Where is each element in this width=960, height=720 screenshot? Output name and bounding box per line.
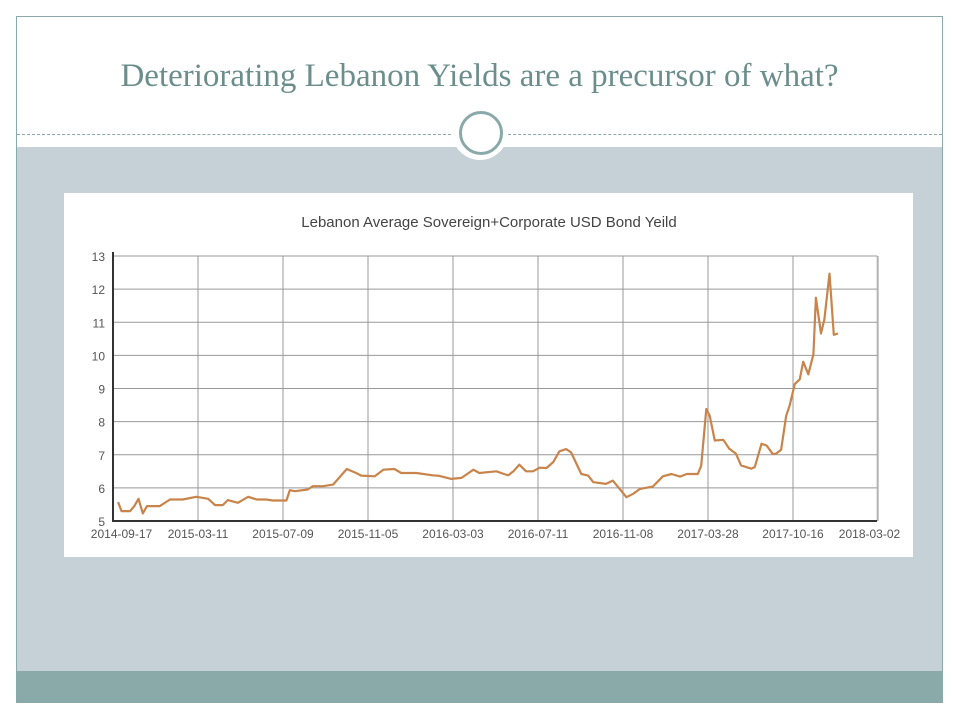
y-tick-label: 8 bbox=[98, 416, 105, 430]
y-tick-label: 11 bbox=[93, 316, 106, 330]
y-tick-label: 13 bbox=[92, 250, 106, 264]
slide-frame bbox=[16, 16, 943, 703]
x-tick-label: 2014-09-17 bbox=[91, 527, 153, 541]
x-tick-label: 2015-07-09 bbox=[252, 527, 314, 541]
x-tick-label: 2016-11-08 bbox=[593, 527, 654, 541]
y-tick-label: 9 bbox=[98, 383, 105, 397]
y-tick-label: 10 bbox=[92, 349, 106, 363]
chart-title: Lebanon Average Sovereign+Corporate USD … bbox=[301, 214, 676, 231]
x-tick-label: 2015-11-05 bbox=[338, 527, 399, 541]
x-tick-label: 2015-03-11 bbox=[168, 527, 229, 541]
x-tick-label: 2017-03-28 bbox=[677, 527, 739, 541]
x-tick-label: 2017-10-16 bbox=[762, 527, 824, 541]
y-tick-label: 6 bbox=[98, 482, 105, 496]
x-tick-label: 2016-07-11 bbox=[508, 527, 569, 541]
line-chart: Lebanon Average Sovereign+Corporate USD … bbox=[91, 214, 960, 541]
divider-circle-ornament bbox=[452, 104, 508, 160]
y-tick-label: 12 bbox=[92, 283, 106, 297]
slide-title: Deteriorating Lebanon Yields are a precu… bbox=[120, 58, 839, 94]
y-tick-label: 5 bbox=[98, 515, 105, 529]
x-tick-label: 2016-03-03 bbox=[422, 527, 484, 541]
yield-line-series bbox=[117, 272, 839, 515]
footer-bar bbox=[17, 671, 942, 702]
y-tick-label: 7 bbox=[98, 449, 105, 463]
chart-container: Lebanon Average Sovereign+Corporate USD … bbox=[64, 193, 960, 557]
x-tick-label: 2018-03-02 bbox=[839, 527, 901, 541]
